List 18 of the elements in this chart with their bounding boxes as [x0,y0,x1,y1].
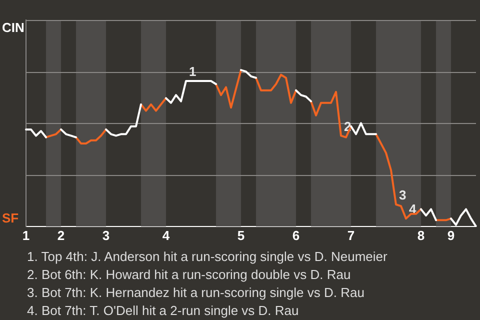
x-tick-label: 8 [417,228,425,243]
x-tick-label: 5 [237,228,245,243]
text: SF [2,210,19,226]
x-tick-label: 6 [292,228,300,243]
x-tick-label: 4 [162,228,170,243]
annotation: 3 [399,188,406,203]
x-tick-label: 7 [347,228,355,243]
x-tick-label: 2 [57,228,65,243]
x-tick-label: 1 [22,228,30,243]
x-tick-label: 9 [447,228,455,243]
text: 3. Bot 7th: K. Hernandez hit a run-scoring single vs D. Rau [27,284,366,302]
annotation: 4 [409,202,417,217]
text: 2. Bot 6th: K. Howard hit a run-scoring double vs D. Rau [27,266,352,284]
text: 1. Top 4th: J. Anderson hit a run-scoring single vs D. Neumeier [27,248,388,266]
x-tick-label: 3 [102,228,110,243]
text: CIN [2,20,24,36]
annotation: 1 [189,64,196,80]
text: 4. Bot 7th: T. O'Dell hit a 2-run single vs D. Rau [27,302,300,320]
